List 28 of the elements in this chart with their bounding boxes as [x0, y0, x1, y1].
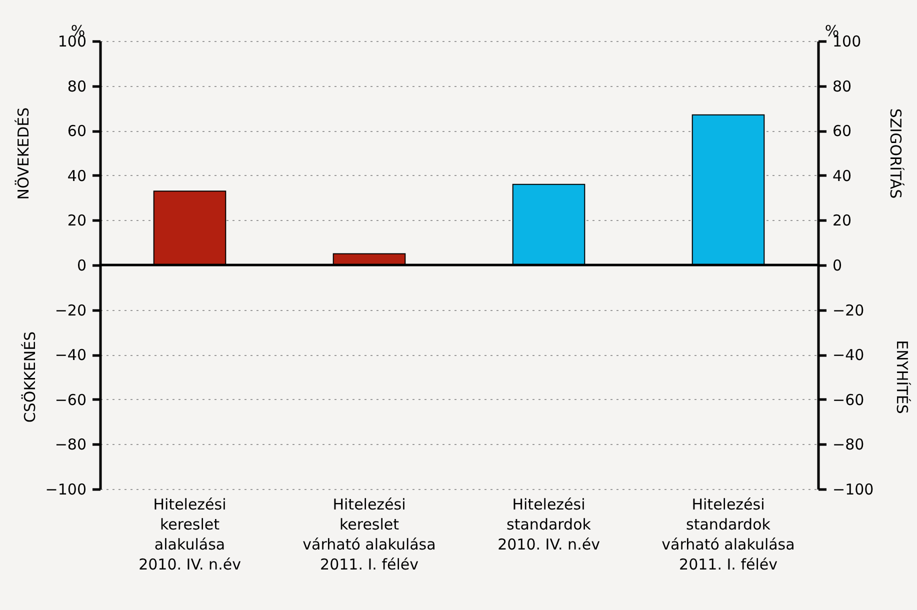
text: CSÖKKENÉS	[21, 331, 39, 423]
y-tick-label: 0	[76, 256, 86, 274]
y2-tick-label: −40	[832, 346, 864, 364]
y-tick-label: −20	[54, 301, 86, 320]
y2-tick-label: −100	[832, 480, 874, 498]
text: ENYHÍTÉS	[893, 340, 911, 414]
y-tick-label: 80	[67, 77, 86, 96]
y2-tick-label: 40	[832, 166, 852, 185]
y-tick-label: 40	[67, 166, 86, 185]
x-tick-label: Hitelezési kereslet várható alakulása 2011. I. félév	[302, 496, 436, 574]
y-tick-label: −40	[54, 346, 86, 364]
y-tick-label: 60	[67, 122, 86, 140]
y-tick-label: −60	[54, 390, 86, 409]
y2-tick-label: 60	[832, 122, 852, 140]
y2-tick-label: −80	[832, 436, 864, 454]
y2-tick-label: 20	[832, 212, 852, 230]
y2-axis-title: SZIGORÍTÁS	[886, 108, 905, 199]
y-tick-label: 20	[67, 212, 86, 230]
y2-tick-label: 0	[832, 256, 842, 274]
x-tick-label: Hitelezési standardok 2010. IV. n.év	[498, 496, 600, 554]
x-tick-label: Hitelezési kereslet alakulása 2010. IV. n.év	[138, 496, 242, 574]
y2-tick-label: 80	[832, 77, 852, 96]
y2-tick-label: −20	[832, 301, 864, 320]
y-axis-title: NÖVEKEDÉS	[14, 107, 32, 200]
x-tick-label: Hitelezési standardok várható alakulása 2011. I. félév	[662, 496, 795, 574]
y-tick-label: −100	[45, 480, 86, 498]
y-tick-label: −80	[54, 436, 86, 454]
y2-tick-label: −60	[832, 390, 864, 409]
